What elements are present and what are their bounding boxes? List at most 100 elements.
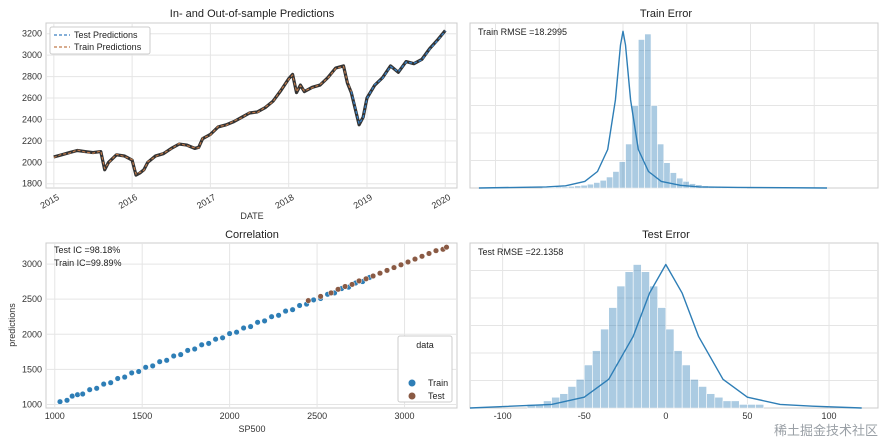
scatter-point-test [356,277,363,284]
chart-title: Correlation [225,229,279,241]
x-tick-label: 0 [663,411,668,421]
histogram-bar [574,185,582,189]
scatter-point-test [432,247,440,254]
y-tick-label: 1000 [22,399,42,409]
kde-line [478,30,828,189]
scatter-point-test [390,264,398,271]
chart-title: In- and Out-of-sample Predictions [170,8,335,20]
panel-correlation: Correlation 1000 1500 2000 2500 3000 1000 1500… [7,229,458,434]
histogram-bar [612,171,620,189]
scatter-point-test [305,297,312,304]
legend-marker-train [408,379,416,387]
scatter-point-train [142,364,149,371]
chart-title: Test Error [642,229,690,241]
scatter-point-train [247,323,254,330]
histogram-bar [665,328,675,409]
scatter-point-train [135,368,142,375]
histogram-bar [722,400,732,409]
histogram-bar [755,404,765,409]
panel-train-error: Train Error Train RMSE =18.2995 [469,8,879,189]
x-tick-label: -100 [494,411,512,421]
legend-label: Test Predictions [74,30,138,40]
x-tick-label: 2000 [220,411,240,421]
scatter-point-test [397,261,405,268]
legend-label: Test [428,391,445,401]
scatter-point-test [349,281,356,288]
histogram-bar [599,180,607,189]
scatter-point-test [370,272,377,280]
x-axis-label: DATE [240,211,263,221]
scatter-point-test [411,256,419,263]
y-tick-label: 2200 [22,136,42,146]
y-tick-label: 2800 [22,72,42,82]
histogram-bar [738,404,748,409]
kde-line [469,263,862,409]
histogram-bar [625,143,633,189]
histogram-bar [649,285,658,409]
scatter-point-train [93,385,100,392]
series-line-test-predictions [350,30,446,125]
scatter-point-train [69,393,76,400]
scatter-point-test [317,293,324,300]
scatter-point-train [240,324,247,332]
histogram-bar [641,271,650,409]
scatter-point-test [328,289,335,296]
histogram-bar [548,187,556,189]
histogram-bar [575,379,585,409]
x-tick-label: 2018 [273,192,295,211]
x-tick-label: 2500 [307,411,327,421]
x-tick-label: 1000 [45,411,65,421]
y-tick-label: 2400 [22,114,42,124]
scatter-point-train [177,351,184,358]
scatter-point-test [443,244,450,251]
x-tick-label: -50 [578,411,591,421]
histogram-bar [592,350,601,409]
histogram-bar [593,182,601,189]
panel-test-error: Test Error -100 -50 0 50 100 Test RMSE =22.1… [469,229,879,421]
scatter-point-test [383,267,391,274]
histogram-bar [681,364,691,409]
histogram-bar [616,285,626,409]
histogram-bar [583,364,593,409]
scatter-point-train [114,375,121,382]
histogram-bar [657,307,667,409]
histogram-bar [682,181,690,189]
histogram-bar [698,386,707,409]
x-tick-label: 2020 [430,192,452,211]
scatter-point-train [219,334,226,341]
scatter-point-train [107,379,114,386]
legend-frame [49,26,151,55]
panel-predictions: In- and Out-of-sample Predictions 1800 20… [22,8,458,221]
histogram-bar [567,186,575,189]
scatter-point-train [74,391,81,398]
legend: data Train Test [397,335,453,403]
scatter-point-train [282,308,289,315]
histogram-bar [632,264,642,409]
histogram-bar [747,404,756,409]
watermark: 稀土掘金技术社区 [773,424,878,439]
y-tick-label: 2500 [22,294,42,304]
histogram-bar [561,186,569,189]
scatter-point-test [425,250,433,257]
histogram-bar [637,39,645,189]
histogram-bar [706,393,716,409]
x-tick-label: 2015 [38,192,60,211]
scatter-point-test [418,253,426,260]
legend-title: data [416,340,434,350]
y-tick-label: 3200 [22,29,42,39]
histogram-bar [580,184,588,189]
histogram-bar [676,177,684,189]
x-tick-label: 100 [822,411,837,421]
x-axis-label: SP500 [238,424,265,434]
scatter-point-test [335,286,342,293]
scatter-point-train [261,317,268,324]
rmse-annotation: Train RMSE =18.2995 [478,27,567,37]
ic-annotation: Test IC =98.18% [54,245,120,255]
scatter-point-test [342,283,349,290]
x-tick-label: 2019 [352,192,374,211]
chart-title: Train Error [640,8,692,20]
scatter-point-train [310,296,317,303]
x-tick-label: 3000 [395,411,415,421]
y-tick-label: 1800 [22,179,42,189]
